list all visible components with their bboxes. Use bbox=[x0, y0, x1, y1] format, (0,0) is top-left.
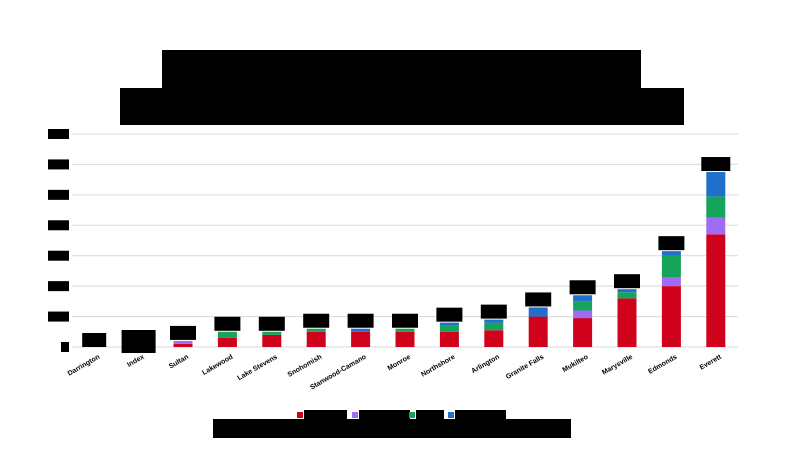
bar-total-labels bbox=[82, 157, 731, 353]
bar-total-label bbox=[214, 316, 241, 331]
bar-segment bbox=[173, 340, 193, 344]
legend-swatch bbox=[297, 412, 303, 418]
bar-segment bbox=[217, 337, 237, 347]
y-axis-ticks bbox=[48, 129, 69, 352]
bar-total-label bbox=[658, 236, 685, 251]
bar-segment bbox=[439, 325, 459, 332]
x-tick-label: Sultan bbox=[168, 354, 190, 371]
bar-segment bbox=[395, 328, 415, 332]
bar-segment bbox=[439, 322, 459, 326]
bar-total-label bbox=[525, 292, 552, 307]
bar-total-label bbox=[436, 307, 463, 322]
bar-segment bbox=[439, 331, 459, 347]
legend-swatch bbox=[409, 412, 415, 418]
bar-segment bbox=[217, 331, 237, 338]
bar-segment bbox=[617, 292, 637, 299]
bar-segment bbox=[306, 331, 326, 347]
bar-total-label bbox=[569, 280, 596, 295]
x-tick-label: Marysville bbox=[601, 354, 634, 377]
gridlines bbox=[72, 133, 738, 348]
y-tick-label bbox=[48, 159, 69, 170]
legend-label bbox=[359, 410, 410, 420]
y-tick-label bbox=[48, 281, 69, 292]
x-tick-label: Index bbox=[126, 354, 145, 369]
x-tick-label: Snohomish bbox=[287, 354, 324, 379]
bar-segment bbox=[173, 343, 193, 347]
x-tick-label: Northshore bbox=[420, 354, 456, 379]
chart-title-redacted bbox=[162, 50, 641, 88]
bar-total-label bbox=[614, 274, 640, 289]
x-axis-ticks: Darrington Index Sultan Lakewood Lake Steven… bbox=[67, 353, 724, 391]
bar-segment bbox=[706, 234, 726, 347]
x-tick-label: Darrington bbox=[67, 354, 101, 378]
legend-label bbox=[455, 410, 506, 420]
bar-segment bbox=[573, 318, 593, 347]
x-tick-label: Arlington bbox=[470, 354, 500, 376]
bar-total-label bbox=[347, 313, 374, 328]
x-tick-label: Edmonds bbox=[647, 354, 678, 376]
x-tick-label: Lakewood bbox=[201, 354, 234, 377]
bar-total-label bbox=[392, 313, 418, 328]
bar-total-label bbox=[701, 157, 731, 172]
y-tick-label bbox=[48, 311, 69, 322]
bar-segment bbox=[661, 277, 681, 287]
bar-segment bbox=[484, 319, 504, 323]
y-tick-label bbox=[48, 220, 69, 231]
y-tick-label bbox=[61, 342, 69, 352]
bar-segment bbox=[395, 331, 415, 347]
bar-segment bbox=[706, 172, 726, 197]
bar-segment bbox=[528, 307, 548, 317]
y-tick-label bbox=[48, 129, 69, 139]
y-tick-label bbox=[48, 189, 69, 200]
bar-segment bbox=[351, 331, 371, 347]
bar-total-label bbox=[258, 316, 285, 331]
legend-caption-redacted bbox=[213, 419, 571, 438]
bar-segment bbox=[262, 331, 282, 335]
bar-segment bbox=[262, 334, 282, 347]
bar-total-label bbox=[303, 313, 330, 328]
x-tick-label: Monroe bbox=[387, 354, 412, 373]
bar-total-label bbox=[170, 325, 196, 340]
x-tick-label: Mukilteo bbox=[562, 354, 590, 374]
bar-segment bbox=[617, 289, 637, 293]
y-tick-label bbox=[48, 250, 69, 261]
bar-segment bbox=[484, 322, 504, 331]
bar-segment bbox=[306, 328, 326, 332]
bar-total-label bbox=[480, 304, 507, 319]
bar-total-label bbox=[121, 330, 156, 353]
bar-segment bbox=[661, 255, 681, 278]
legend bbox=[297, 410, 506, 420]
bar-segment bbox=[661, 286, 681, 347]
bar-segment bbox=[573, 310, 593, 319]
bar-segment bbox=[573, 295, 593, 302]
legend-label bbox=[416, 410, 444, 420]
x-tick-label: Lake Stevens bbox=[237, 354, 279, 382]
bar-segment bbox=[706, 196, 726, 218]
bar-total-label bbox=[82, 333, 107, 347]
bar-segment bbox=[617, 298, 637, 347]
bar-segment bbox=[706, 217, 726, 235]
legend-label bbox=[304, 410, 347, 420]
x-tick-label: Everett bbox=[699, 353, 724, 371]
bars bbox=[173, 172, 726, 347]
legend-swatch bbox=[448, 412, 454, 418]
bar-segment bbox=[351, 328, 371, 332]
x-tick-label: Granite Falls bbox=[505, 354, 545, 381]
bar-segment bbox=[661, 251, 681, 256]
bar-segment bbox=[528, 316, 548, 347]
legend-swatch bbox=[352, 412, 358, 418]
chart-subtitle-redacted bbox=[120, 88, 684, 125]
bar-segment bbox=[573, 301, 593, 311]
bar-segment bbox=[484, 330, 504, 347]
